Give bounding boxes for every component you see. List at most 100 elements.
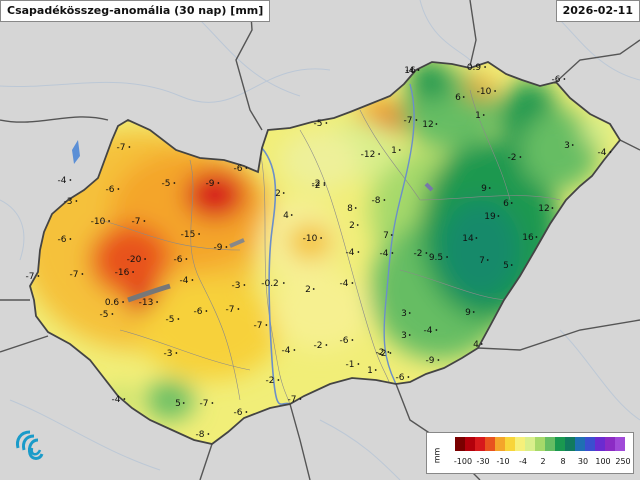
value-label: 14	[462, 234, 474, 244]
station-dot	[383, 199, 386, 201]
station-dot	[108, 220, 110, 222]
station-dot	[143, 220, 146, 222]
station-dot	[398, 149, 401, 151]
value-label: -4	[112, 395, 121, 405]
legend-tick: -4	[519, 457, 527, 466]
value-label: 1	[367, 366, 373, 376]
station-dot	[177, 318, 180, 320]
station-dot	[407, 376, 410, 378]
value-label: -9	[426, 356, 435, 366]
value-label: 5	[175, 399, 181, 409]
value-label: -6	[396, 373, 405, 383]
station-dot	[435, 123, 438, 125]
legend-swatch	[485, 437, 495, 451]
legend-tick: -30	[476, 457, 490, 466]
station-dot	[320, 237, 322, 239]
station-dot	[408, 334, 411, 336]
value-label: -5	[100, 310, 109, 320]
station-dot	[243, 284, 246, 286]
value-label: -10	[91, 217, 106, 227]
legend-swatch	[535, 437, 545, 451]
station-dot	[389, 352, 392, 354]
value-label: -4	[58, 176, 67, 186]
tisza-river	[383, 83, 415, 385]
legend-color-bar	[455, 437, 625, 451]
value-label: -6	[552, 75, 561, 85]
station-dot	[191, 279, 194, 281]
value-label: 2	[275, 189, 281, 199]
value-label: -9	[214, 243, 223, 253]
value-label: 9	[481, 184, 487, 194]
legend-swatch	[605, 437, 615, 451]
value-label: 1	[475, 111, 481, 121]
value-label: -12	[361, 150, 376, 160]
value-label: -5	[166, 315, 175, 325]
station-dot	[488, 187, 491, 189]
legend-swatch	[545, 437, 555, 451]
station-dot	[175, 352, 178, 354]
value-labels: 16 0.9-66-101-7 12-5-12 1 3-4-2-7-4-6-5 -9-6-…	[26, 63, 612, 440]
legend-swatch	[595, 437, 605, 451]
legend-swatch	[475, 437, 485, 451]
value-label: -7	[26, 272, 35, 282]
station-dot	[480, 343, 483, 345]
value-label: 6	[503, 199, 509, 209]
value-label: -4	[380, 249, 389, 259]
legend-swatch	[515, 437, 525, 451]
value-label: -7	[70, 270, 79, 280]
station-dot	[351, 339, 354, 341]
station-dot	[156, 301, 159, 303]
station-dot	[182, 402, 185, 404]
color-legend: mm -100 -30 -10 -4 2 8 30 100 250	[426, 432, 634, 474]
station-dot	[374, 369, 377, 371]
legend-swatch	[465, 437, 475, 451]
value-label: 2	[349, 221, 355, 231]
value-label: 1	[391, 146, 397, 156]
value-label: -2	[314, 341, 323, 351]
value-label: 2	[305, 285, 311, 295]
station-dot	[354, 207, 357, 209]
value-label: -7	[288, 395, 297, 405]
station-dot	[122, 301, 124, 303]
station-dot	[446, 256, 448, 258]
station-dot	[425, 252, 428, 254]
station-dot	[37, 275, 40, 277]
lake-neusiedl	[72, 140, 80, 164]
station-dot	[571, 144, 574, 146]
map-title: Csapadékösszeg-anomália (30 nap) [mm]	[0, 0, 271, 22]
station-dot	[415, 119, 418, 121]
value-label: -9	[206, 179, 215, 189]
legend-tick: 8	[560, 457, 566, 466]
value-label: -7	[200, 399, 209, 409]
value-label: -8	[372, 196, 381, 206]
legend-tick: 250	[615, 457, 631, 466]
station-dot	[290, 214, 293, 216]
station-dot	[81, 273, 84, 275]
station-dot	[390, 234, 393, 236]
value-label: -6	[234, 408, 243, 418]
station-dot	[417, 69, 420, 71]
value-label: -10	[477, 87, 492, 97]
legend-tick: 30	[577, 457, 589, 466]
legend-swatch	[525, 437, 535, 451]
value-label: -15	[181, 230, 196, 240]
value-label: 0.6	[105, 298, 120, 308]
value-label: -3	[232, 281, 241, 291]
station-dot	[325, 344, 328, 346]
legend-swatch	[615, 437, 625, 451]
legend-swatch	[455, 437, 465, 451]
station-dot	[207, 433, 210, 435]
station-dot	[217, 182, 220, 184]
value-label: -4	[340, 279, 349, 289]
value-label: 9	[465, 308, 471, 318]
station-dot	[132, 271, 135, 273]
station-dot	[323, 184, 326, 186]
value-label: -6	[194, 307, 203, 317]
station-dot	[497, 215, 500, 217]
station-dot	[351, 282, 354, 284]
value-label: -5	[162, 179, 171, 189]
station-dot	[123, 398, 126, 400]
station-dot	[535, 236, 538, 238]
logo-swirl-icon	[16, 430, 44, 460]
